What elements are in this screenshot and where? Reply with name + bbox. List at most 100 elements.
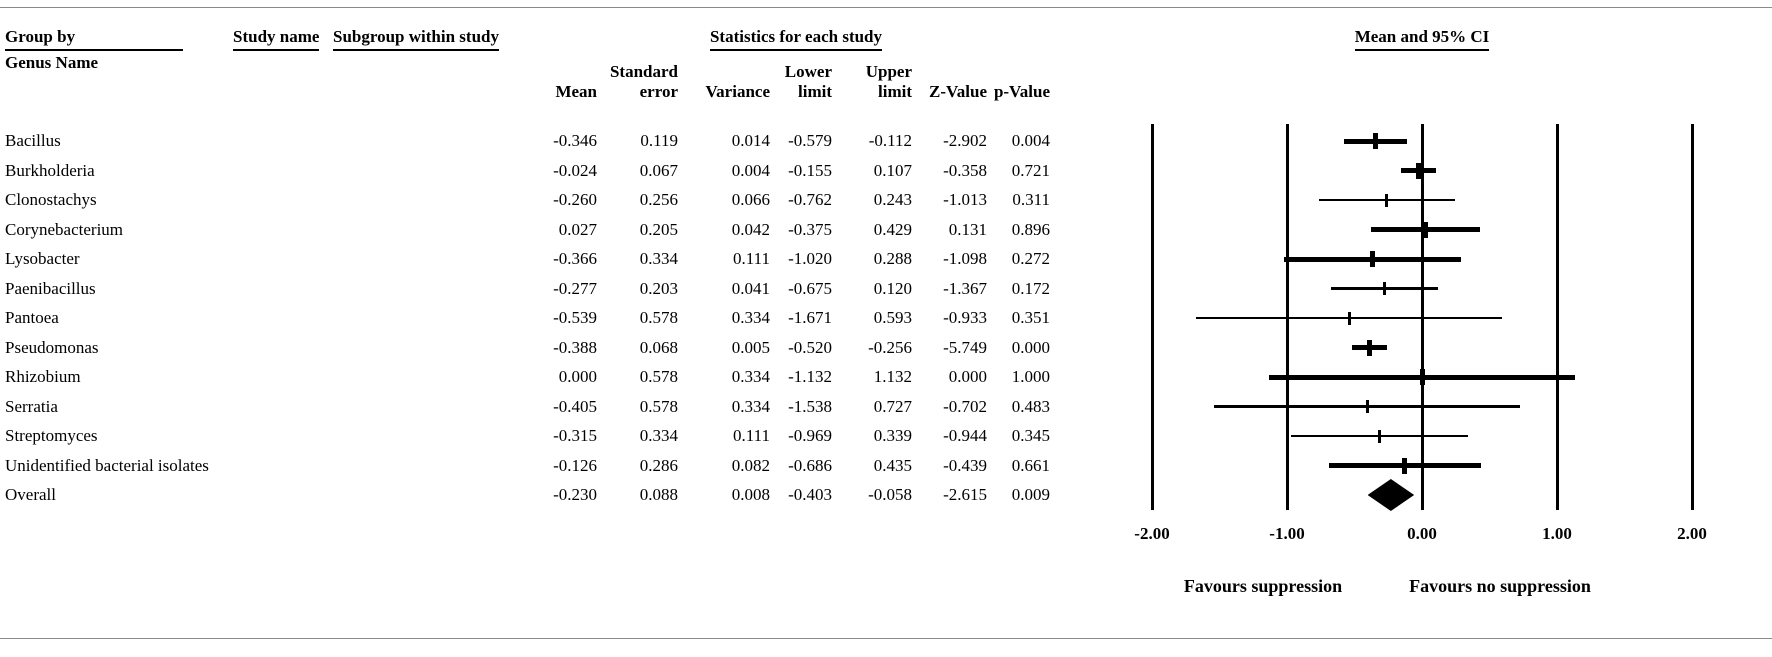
stat-value: 0.000 bbox=[948, 367, 987, 386]
stat-value: 0.107 bbox=[873, 160, 912, 180]
column-header-line2: Mean bbox=[555, 82, 597, 101]
stat-column-header: Variance bbox=[658, 58, 770, 102]
axis-gridline bbox=[1555, 124, 1559, 510]
stat-value: 0.067 bbox=[639, 160, 678, 180]
row-label: Bacillus bbox=[5, 131, 61, 150]
row-label: Pantoea bbox=[5, 308, 59, 327]
column-header-line2: limit bbox=[878, 82, 912, 101]
stat-value: -0.260 bbox=[553, 190, 597, 209]
column-header-line2: p-Value bbox=[993, 82, 1050, 101]
group-by-label: Group by bbox=[5, 27, 183, 51]
stat-value: -1.098 bbox=[943, 249, 987, 268]
stat-value: -0.256 bbox=[868, 337, 912, 357]
stat-value: 0.435 bbox=[873, 455, 912, 475]
row-label: Overall bbox=[5, 485, 56, 504]
stat-value: -0.520 bbox=[788, 337, 832, 357]
stat-value: 0.351 bbox=[1011, 308, 1050, 327]
stat-column-header: Upper limit bbox=[800, 58, 912, 102]
mean-tick bbox=[1372, 133, 1378, 149]
mean-tick bbox=[1370, 251, 1376, 267]
stat-value: 0.082 bbox=[731, 455, 770, 475]
mean-tick bbox=[1419, 369, 1425, 385]
stat-value: 0.008 bbox=[731, 485, 770, 504]
stat-value: -0.405 bbox=[553, 396, 597, 416]
subgroup-label: Subgroup within study bbox=[333, 27, 499, 51]
stat-value: 0.205 bbox=[639, 219, 678, 239]
stat-value: -0.346 bbox=[553, 131, 597, 150]
stat-value: -0.277 bbox=[553, 278, 597, 298]
top-divider bbox=[0, 7, 1772, 8]
stat-value: 0.288 bbox=[873, 249, 912, 268]
row-label: Lysobacter bbox=[5, 249, 80, 268]
row-label: Streptomyces bbox=[5, 426, 98, 445]
row-label: Corynebacterium bbox=[5, 219, 124, 239]
stat-value: 0.896 bbox=[1011, 219, 1050, 239]
study-name-label: Study name bbox=[233, 27, 320, 51]
stat-value: 1.000 bbox=[1011, 367, 1050, 386]
stat-value: 0.256 bbox=[639, 190, 678, 209]
axis-tick-label: -1.00 bbox=[1269, 524, 1305, 543]
stat-value: 0.429 bbox=[873, 219, 912, 239]
mean-tick bbox=[1383, 282, 1387, 295]
stat-value: 0.088 bbox=[639, 485, 678, 504]
stat-value: -0.403 bbox=[788, 485, 832, 504]
stat-value: -0.388 bbox=[553, 337, 597, 357]
column-header-line2: Z-Value bbox=[929, 82, 987, 101]
study-name-header: Study name bbox=[233, 27, 320, 51]
stat-value: 0.334 bbox=[639, 249, 678, 268]
stat-value: 0.066 bbox=[731, 190, 770, 209]
column-header-line2: error bbox=[639, 82, 678, 101]
column-header-line1: Lower bbox=[784, 62, 832, 81]
stat-value: -0.112 bbox=[868, 131, 912, 150]
stat-value: 0.286 bbox=[639, 455, 678, 475]
stat-value: 0.578 bbox=[639, 308, 678, 327]
stat-column-header: Lower limit bbox=[720, 58, 832, 102]
stat-value: -1.671 bbox=[788, 308, 832, 327]
column-header-line1: Standard bbox=[609, 62, 678, 81]
row-label: Unidentified bacterial isolates bbox=[5, 455, 209, 475]
stat-value: 0.345 bbox=[1011, 426, 1050, 445]
stat-value: 0.721 bbox=[1011, 160, 1050, 180]
stat-value: -2.615 bbox=[943, 485, 987, 504]
stat-value: 0.111 bbox=[733, 426, 770, 445]
favours-right-label: Favours no suppression bbox=[1409, 576, 1591, 596]
stat-value: -0.126 bbox=[553, 455, 597, 475]
stat-column-header: Mean bbox=[485, 58, 597, 102]
stat-value: 0.131 bbox=[948, 219, 987, 239]
stat-value: 0.334 bbox=[731, 396, 770, 416]
stat-value: 0.120 bbox=[873, 278, 912, 298]
stat-column-header: p-Value bbox=[938, 58, 1050, 102]
stat-value: 0.311 bbox=[1012, 190, 1050, 209]
stat-value: 0.000 bbox=[558, 367, 597, 386]
bottom-divider bbox=[0, 638, 1772, 639]
stat-value: -0.933 bbox=[943, 308, 987, 327]
stat-value: -0.702 bbox=[943, 396, 987, 416]
axis-tick-label: 1.00 bbox=[1542, 524, 1572, 543]
stat-value: -0.539 bbox=[553, 308, 597, 327]
ci-title-label: Mean and 95% CI bbox=[1354, 27, 1490, 51]
stat-value: 0.004 bbox=[1011, 131, 1050, 150]
stat-value: -0.024 bbox=[553, 160, 597, 180]
stat-value: 0.203 bbox=[639, 278, 678, 298]
stat-value: -0.579 bbox=[788, 131, 832, 150]
stat-value: -1.367 bbox=[943, 278, 987, 298]
axis-tick-label: -2.00 bbox=[1134, 524, 1170, 543]
subgroup-header: Subgroup within study bbox=[333, 27, 499, 51]
stat-value: 0.005 bbox=[731, 337, 770, 357]
stat-value: 0.000 bbox=[1011, 337, 1050, 357]
stat-value: 0.661 bbox=[1011, 455, 1050, 475]
axis-gridline bbox=[1150, 124, 1154, 510]
stat-value: -0.944 bbox=[943, 426, 987, 445]
row-label: Clonostachys bbox=[5, 190, 97, 209]
mean-tick bbox=[1347, 311, 1351, 325]
ci-title: Mean and 95% CI bbox=[1152, 27, 1692, 51]
stat-value: 0.727 bbox=[873, 396, 912, 416]
mean-tick bbox=[1385, 193, 1389, 207]
stat-value: 0.334 bbox=[731, 367, 770, 386]
group-by-value: Genus Name bbox=[5, 53, 99, 72]
stat-value: -0.686 bbox=[788, 455, 832, 475]
row-label: Serratia bbox=[5, 396, 58, 416]
stat-value: 0.334 bbox=[731, 308, 770, 327]
stat-value: 0.339 bbox=[873, 426, 912, 445]
